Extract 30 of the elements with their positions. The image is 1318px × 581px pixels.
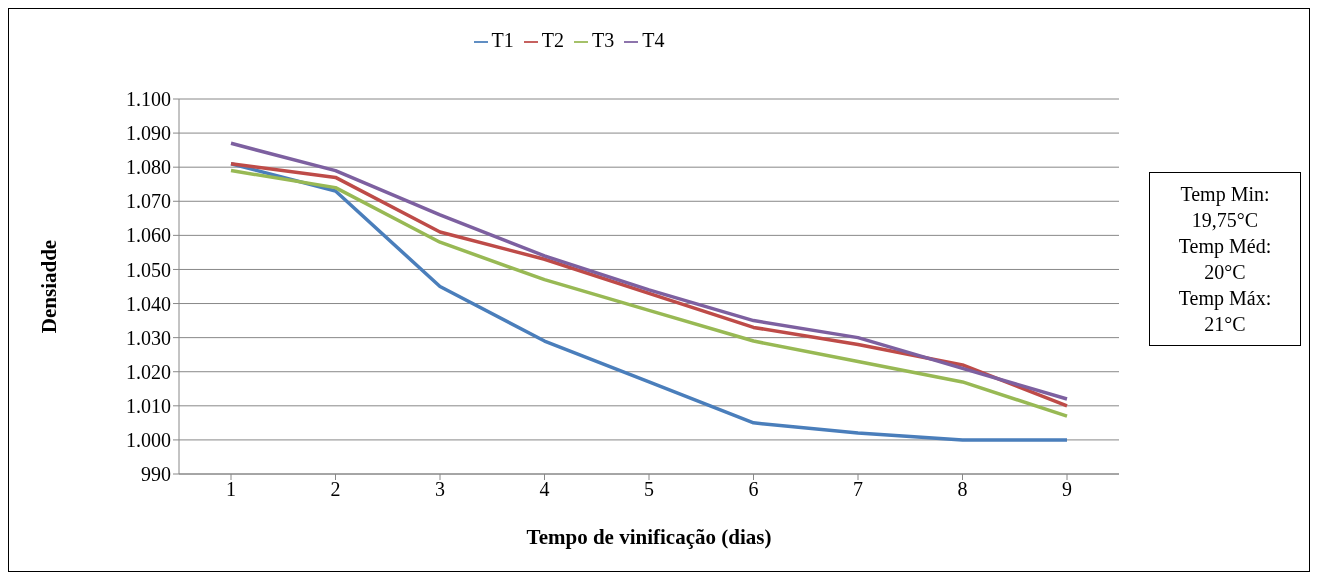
x-tick-label: 2	[330, 478, 341, 501]
y-axis-title: Densiadde	[37, 239, 62, 334]
x-tick-label: 3	[435, 478, 445, 501]
legend-label: T4	[642, 29, 665, 51]
x-tick-label: 6	[748, 478, 759, 501]
y-tick-label: 990	[141, 463, 171, 486]
x-tick-label: 7	[853, 478, 863, 501]
y-tick-label: 1.060	[126, 224, 171, 247]
legend-label: T2	[541, 29, 564, 51]
text: Temp Min: 19,75°C	[1179, 182, 1271, 233]
legend-label: T1	[491, 29, 514, 51]
y-tick-label: 1.000	[126, 429, 171, 452]
y-tick-label: 1.100	[126, 88, 171, 111]
y-tick-label: 1.090	[126, 122, 171, 145]
x-tick-label: 4	[539, 478, 550, 501]
y-tick-label: 1.070	[126, 190, 171, 213]
y-tick-label: 1.050	[126, 258, 171, 281]
y-tick-label: 1.040	[126, 292, 171, 315]
y-tick-label: 1.020	[126, 360, 171, 383]
x-tick-label: 1	[226, 478, 236, 501]
text: Temp Máx: 21°C	[1177, 286, 1273, 337]
y-tick-label: 1.030	[126, 326, 171, 349]
x-axis-title: Tempo de vinificação (dias)	[526, 525, 772, 549]
x-tick-label: 5	[644, 478, 654, 501]
x-tick-label: 9	[1062, 478, 1072, 501]
legend-label: T3	[592, 29, 615, 51]
x-tick-label: 8	[957, 478, 968, 501]
text: Temp Méd: 20°C	[1177, 234, 1273, 285]
y-tick-label: 1.080	[126, 156, 171, 179]
y-tick-label: 1.010	[126, 394, 171, 417]
